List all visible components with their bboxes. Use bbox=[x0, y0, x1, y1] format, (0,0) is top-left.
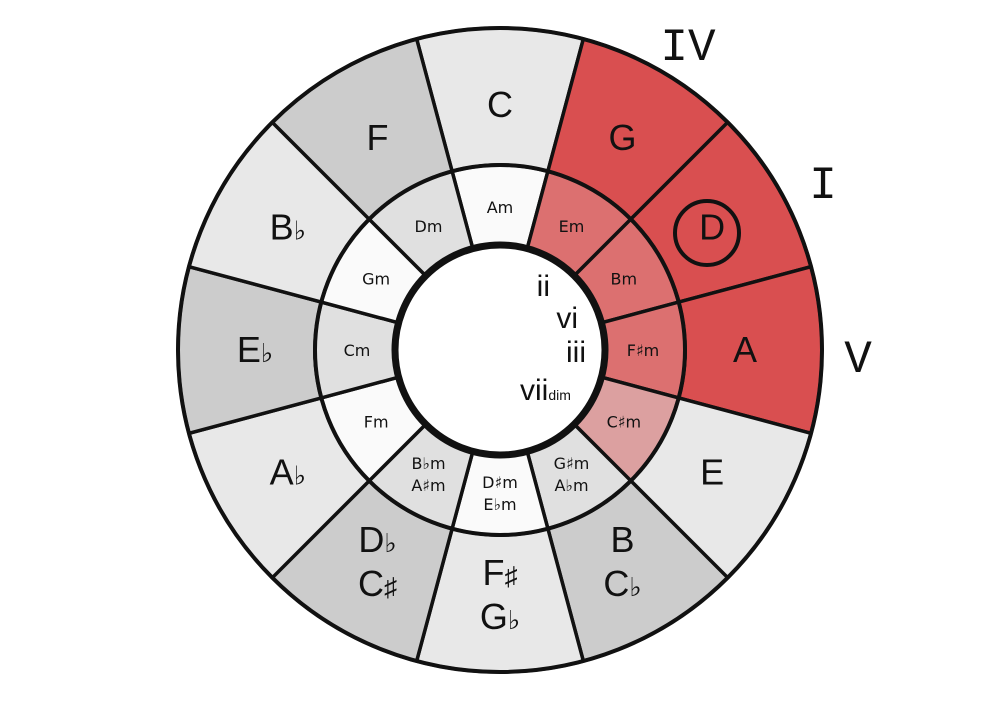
minor-key-label: Dm bbox=[415, 217, 443, 236]
major-key-label: F♯ bbox=[483, 552, 518, 593]
major-key-label: B bbox=[610, 519, 634, 560]
major-key-label: C♯ bbox=[358, 563, 397, 604]
minor-key-label: A♭m bbox=[554, 476, 588, 495]
numeral-vi: vi bbox=[556, 302, 578, 335]
minor-key-label: B♭m bbox=[411, 454, 445, 473]
major-key-label: E♭ bbox=[237, 329, 273, 370]
minor-key-label: E♭m bbox=[483, 495, 516, 514]
major-key-label: G♭ bbox=[480, 596, 520, 637]
numeral-V: V bbox=[844, 334, 872, 386]
major-key-label: D bbox=[699, 207, 725, 248]
major-key-label: A bbox=[733, 329, 757, 370]
tonic-circle-marker bbox=[673, 199, 741, 267]
minor-key-label: Fm bbox=[364, 413, 389, 432]
minor-key-label: Bm bbox=[611, 270, 638, 289]
minor-key-label: F♯m bbox=[627, 341, 660, 360]
minor-key-label: Gm bbox=[362, 270, 390, 289]
inner-circle bbox=[391, 241, 609, 459]
minor-key-label: Cm bbox=[344, 341, 371, 360]
major-key-label: D♭ bbox=[358, 519, 396, 560]
minor-key-label: D♯m bbox=[482, 473, 518, 492]
minor-key-label: A♯m bbox=[411, 476, 445, 495]
numeral-I: I bbox=[809, 160, 837, 212]
numeral-IV: IV bbox=[660, 22, 716, 74]
major-key-label: C bbox=[487, 84, 513, 125]
major-key-label: C♭ bbox=[603, 563, 641, 604]
numeral-iii: iii bbox=[566, 336, 586, 369]
minor-key-label: G♯m bbox=[554, 454, 590, 473]
numeral-vii-dim: viidim bbox=[520, 374, 571, 407]
minor-key-label: Am bbox=[487, 198, 514, 217]
major-key-label: E bbox=[700, 452, 724, 493]
outer-rim bbox=[176, 26, 824, 674]
major-key-label: G bbox=[608, 117, 636, 158]
numeral-ii: ii bbox=[537, 270, 550, 303]
major-key-label: B♭ bbox=[270, 207, 306, 248]
minor-key-label: C♯m bbox=[607, 413, 642, 432]
minor-key-label: Em bbox=[559, 217, 585, 236]
major-key-label: F bbox=[367, 117, 389, 158]
major-key-label: A♭ bbox=[270, 452, 306, 493]
middle-rim bbox=[313, 163, 687, 537]
